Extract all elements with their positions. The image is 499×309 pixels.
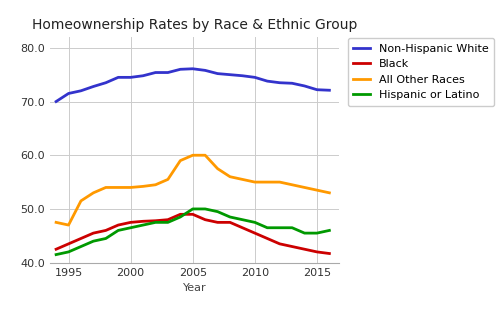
All Other Races [177, 159, 183, 163]
Non-Hispanic White [202, 69, 208, 72]
Hispanic or Latino [202, 207, 208, 211]
Hispanic or Latino [65, 250, 71, 254]
All Other Races [78, 199, 84, 203]
Non-Hispanic White [301, 84, 307, 88]
Hispanic or Latino [301, 231, 307, 235]
Non-Hispanic White [128, 75, 134, 79]
All Other Races [326, 191, 332, 195]
All Other Races [140, 184, 146, 188]
Black [264, 237, 270, 240]
Black [252, 231, 258, 235]
Black [301, 248, 307, 251]
All Other Races [90, 191, 96, 195]
Black [115, 223, 121, 227]
Line: All Other Races: All Other Races [56, 155, 329, 225]
Black [277, 242, 283, 246]
Non-Hispanic White [227, 73, 233, 77]
All Other Races [240, 178, 246, 181]
Non-Hispanic White [277, 81, 283, 85]
Non-Hispanic White [78, 89, 84, 93]
Legend: Non-Hispanic White, Black, All Other Races, Hispanic or Latino: Non-Hispanic White, Black, All Other Rac… [348, 38, 494, 106]
Black [153, 219, 159, 222]
Non-Hispanic White [264, 79, 270, 83]
Black [240, 226, 246, 230]
Hispanic or Latino [289, 226, 295, 230]
Black [128, 221, 134, 224]
All Other Races [277, 180, 283, 184]
Non-Hispanic White [90, 85, 96, 88]
Black [326, 252, 332, 255]
Black [90, 231, 96, 235]
Black [215, 221, 221, 224]
All Other Races [301, 186, 307, 189]
Black [202, 218, 208, 222]
Hispanic or Latino [53, 253, 59, 256]
Non-Hispanic White [314, 88, 320, 91]
Non-Hispanic White [252, 75, 258, 79]
All Other Races [190, 153, 196, 157]
Non-Hispanic White [153, 71, 159, 74]
Hispanic or Latino [314, 231, 320, 235]
Hispanic or Latino [90, 239, 96, 243]
Black [227, 221, 233, 224]
All Other Races [215, 167, 221, 171]
Hispanic or Latino [140, 223, 146, 227]
Non-Hispanic White [326, 88, 332, 92]
Black [53, 248, 59, 251]
Non-Hispanic White [177, 67, 183, 71]
All Other Races [53, 221, 59, 224]
Non-Hispanic White [215, 72, 221, 75]
Line: Black: Black [56, 214, 329, 253]
Hispanic or Latino [215, 210, 221, 214]
Hispanic or Latino [277, 226, 283, 230]
Line: Hispanic or Latino: Hispanic or Latino [56, 209, 329, 255]
Hispanic or Latino [227, 215, 233, 219]
All Other Races [264, 180, 270, 184]
Black [177, 213, 183, 216]
Black [103, 229, 109, 232]
Hispanic or Latino [190, 207, 196, 211]
Hispanic or Latino [240, 218, 246, 222]
All Other Races [289, 183, 295, 187]
Hispanic or Latino [78, 245, 84, 248]
Hispanic or Latino [103, 237, 109, 240]
All Other Races [314, 188, 320, 192]
Non-Hispanic White [53, 100, 59, 104]
Non-Hispanic White [240, 74, 246, 78]
Line: Non-Hispanic White: Non-Hispanic White [56, 69, 329, 102]
Black [314, 250, 320, 254]
All Other Races [128, 186, 134, 189]
Hispanic or Latino [153, 221, 159, 224]
All Other Races [153, 183, 159, 187]
All Other Races [103, 186, 109, 189]
All Other Races [227, 175, 233, 179]
Non-Hispanic White [165, 71, 171, 74]
Hispanic or Latino [177, 215, 183, 219]
Black [140, 219, 146, 223]
Black [190, 213, 196, 216]
Non-Hispanic White [115, 75, 121, 79]
Hispanic or Latino [326, 229, 332, 232]
Hispanic or Latino [115, 229, 121, 232]
All Other Races [252, 180, 258, 184]
Non-Hispanic White [289, 81, 295, 85]
Black [165, 218, 171, 222]
All Other Races [65, 223, 71, 227]
Hispanic or Latino [252, 221, 258, 224]
Black [289, 245, 295, 248]
Black [65, 242, 71, 246]
Black [78, 237, 84, 240]
Non-Hispanic White [103, 81, 109, 85]
Title: Homeownership Rates by Race & Ethnic Group: Homeownership Rates by Race & Ethnic Gro… [32, 18, 357, 32]
All Other Races [115, 186, 121, 189]
Non-Hispanic White [190, 67, 196, 71]
Non-Hispanic White [140, 74, 146, 78]
All Other Races [202, 153, 208, 157]
Hispanic or Latino [264, 226, 270, 230]
Hispanic or Latino [128, 226, 134, 230]
X-axis label: Year: Year [183, 283, 207, 293]
Hispanic or Latino [165, 221, 171, 224]
Non-Hispanic White [65, 91, 71, 95]
All Other Races [165, 178, 171, 181]
